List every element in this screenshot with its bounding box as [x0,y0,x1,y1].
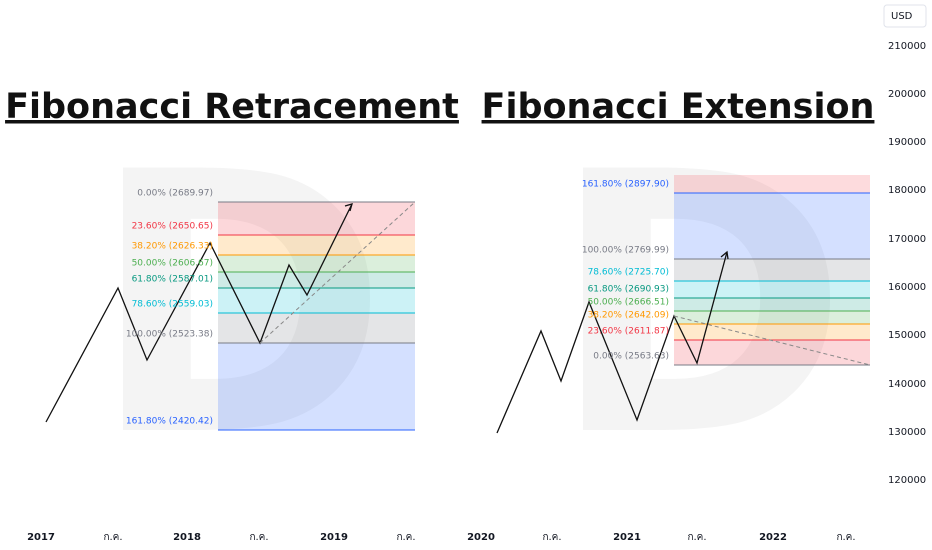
fib-label: 0.00% (2563.63) [593,352,669,362]
fib-label: 0.00% (2689.97) [137,189,213,199]
fib-band [674,175,870,193]
price-line [45,203,353,423]
price-line [496,251,728,434]
watermark: D [550,96,849,515]
fib-band [218,235,415,255]
price-tick-label: 140000 [888,379,926,390]
time-tick-label: 2022 [759,532,787,543]
watermark: D [90,96,389,515]
fib-band [674,259,870,281]
fib-label: 78.60% (2559.03) [132,300,213,310]
price-tick-label: 200000 [888,89,926,100]
time-tick-label: ก.ค. [687,532,706,543]
price-tick-label: 210000 [888,41,926,52]
arrow-head [720,250,729,260]
fib-band [218,313,415,343]
time-tick-label: ก.ค. [103,532,122,543]
price-tick-label: 160000 [888,282,926,293]
trend-line [673,315,871,366]
fib-label: 50.00% (2606.67) [132,259,213,269]
time-tick-label: ก.ค. [396,532,415,543]
fib-band [218,202,415,235]
fib-band [674,281,870,298]
fib-band [218,272,415,288]
arrow-head [344,203,353,212]
price-tick-label: 170000 [888,234,926,245]
fib-label: 23.60% (2650.65) [132,222,213,232]
fib-band [674,340,870,365]
time-tick-label: ก.ค. [249,532,268,543]
price-tick-label: 180000 [888,185,926,196]
time-tick-label: 2017 [27,532,55,543]
fib-band [218,255,415,272]
fib-label: 61.80% (2587.01) [132,275,213,285]
title-extension: Fibonacci Extension [482,87,875,127]
fib-label: 61.80% (2690.93) [588,285,669,295]
fib-label: 38.20% (2626.33) [132,242,213,252]
fib-label: 23.60% (2611.87) [588,327,669,337]
fib-band [674,298,870,311]
fib-label: 100.00% (2523.38) [126,330,213,340]
fib-band [218,343,415,430]
fib-band [674,193,870,259]
price-tick-label: 120000 [888,475,926,486]
fib-label: 161.80% (2420.42) [126,417,213,427]
fib-label: 50.00% (2666.51) [588,298,669,308]
fib-label: 78.60% (2725.70) [588,268,669,278]
time-tick-label: ก.ค. [836,532,855,543]
time-tick-label: 2019 [320,532,348,543]
price-tick-label: 150000 [888,330,926,341]
fib-band [218,288,415,313]
price-tick-label: 190000 [888,137,926,148]
time-tick-label: 2018 [173,532,201,543]
time-tick-label: ก.ค. [542,532,561,543]
currency-box[interactable] [883,4,927,28]
title-retracement: Fibonacci Retracement [5,87,459,127]
currency: USD [891,11,913,22]
price-tick-label: 130000 [888,427,926,438]
fib-band [674,311,870,324]
time-tick-label: 2020 [467,532,495,543]
time-tick-label: 2021 [613,532,641,543]
fib-label: 100.00% (2769.99) [582,246,669,256]
fib-label: 38.20% (2642.09) [588,311,669,321]
fib-label: 161.80% (2897.90) [582,180,669,190]
